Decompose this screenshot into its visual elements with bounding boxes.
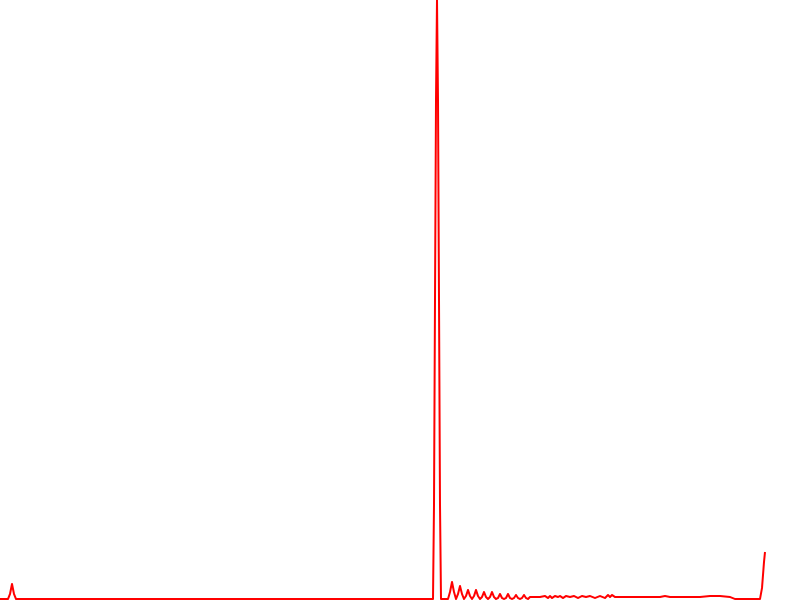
series-group (0, 0, 766, 600)
series-line-0 (0, 0, 766, 600)
